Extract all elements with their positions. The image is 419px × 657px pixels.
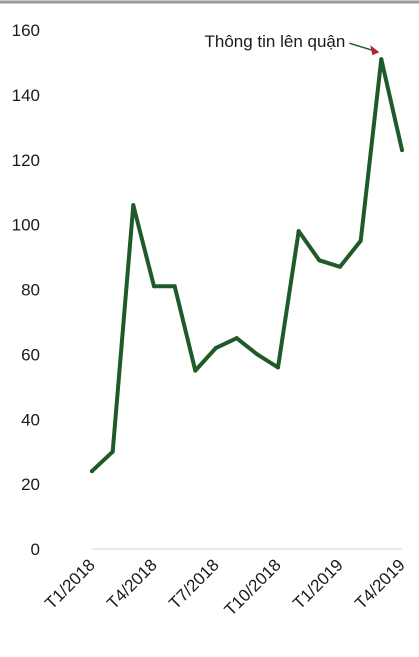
x-tick-label: T1/2018 [41,555,99,613]
data-point [193,368,198,373]
annotation-arrowhead [370,45,380,56]
data-point [90,469,94,474]
x-tick-label: T1/2019 [289,555,347,613]
data-point [214,345,218,350]
data-point [234,336,239,341]
x-tick-label: T4/2018 [103,555,161,613]
data-point [172,284,177,289]
data-point [110,449,115,454]
data-point [276,365,280,370]
data-point [379,57,384,62]
y-tick-label: 100 [12,216,40,235]
data-point [358,238,363,243]
x-tick-label: T4/2019 [351,555,409,613]
data-point [152,284,156,289]
data-point [317,258,322,263]
data-point [255,352,260,357]
y-tick-label: 60 [21,345,40,364]
data-point [296,229,301,234]
y-tick-label: 40 [21,410,40,429]
annotation-arrow [349,42,376,52]
series-line [90,57,404,474]
y-axis-ticks: 0 20 40 60 80 100 120 140 160 [12,21,40,559]
y-tick-label: 0 [31,540,40,559]
data-point [338,264,342,269]
series-points [90,57,404,474]
x-tick-label: T7/2018 [165,555,223,613]
annotation-label: Thông tin lên quận [204,32,345,51]
y-tick-label: 80 [21,281,40,300]
data-point [400,148,404,153]
x-tick-label: T10/2018 [221,555,285,619]
y-tick-label: 120 [12,151,40,170]
data-point [131,203,136,208]
y-tick-label: 20 [21,475,40,494]
y-tick-label: 140 [12,86,40,105]
y-tick-label: 160 [12,21,40,40]
